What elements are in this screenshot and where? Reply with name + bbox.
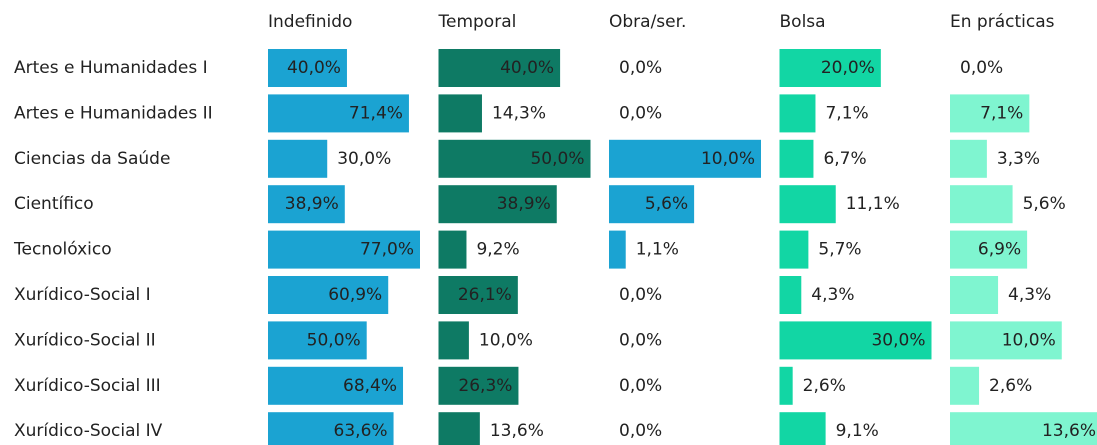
value-label: 26,3% <box>458 376 512 396</box>
value-label: 50,0% <box>530 149 584 169</box>
bar <box>268 185 345 224</box>
value-label: 38,9% <box>497 194 551 214</box>
value-label: 0,0% <box>619 376 662 396</box>
value-label: 9,1% <box>836 421 879 441</box>
column-header: Bolsa <box>780 12 826 32</box>
row-label: Artes e Humanidades II <box>14 103 213 123</box>
bar <box>779 94 816 133</box>
value-label: 13,6% <box>490 421 544 441</box>
value-label: 2,6% <box>989 376 1032 396</box>
row-label: Xurídico-Social IV <box>14 421 163 441</box>
bar <box>268 49 347 87</box>
bar <box>438 139 591 178</box>
bar <box>779 139 814 178</box>
bar <box>950 230 1028 269</box>
value-label: 1,1% <box>636 240 679 260</box>
bar <box>950 94 1030 133</box>
value-label: 30,0% <box>337 149 391 169</box>
bar <box>268 276 389 314</box>
bar <box>779 185 836 224</box>
value-label: 77,0% <box>360 240 414 260</box>
value-label: 40,0% <box>287 58 341 78</box>
bar <box>438 276 518 314</box>
value-label: 7,1% <box>980 103 1023 123</box>
bar <box>950 185 1013 224</box>
value-label: 26,1% <box>458 285 512 305</box>
value-label: 4,3% <box>811 285 854 305</box>
bar <box>779 366 793 405</box>
bar <box>438 185 557 224</box>
value-label: 10,0% <box>701 149 755 169</box>
row-label: Xurídico-Social I <box>14 285 151 305</box>
bar <box>438 230 467 269</box>
value-label: 40,0% <box>500 58 554 78</box>
value-label: 30,0% <box>871 330 925 350</box>
bar <box>438 412 480 445</box>
bar <box>779 276 802 314</box>
value-label: 0,0% <box>619 330 662 350</box>
bar <box>609 230 626 269</box>
bar <box>268 94 409 133</box>
row-label: Xurídico-Social III <box>14 376 161 396</box>
bar <box>609 185 695 224</box>
value-label: 3,3% <box>997 149 1040 169</box>
value-label: 0,0% <box>619 421 662 441</box>
value-label: 6,7% <box>823 149 866 169</box>
value-label: 14,3% <box>492 103 546 123</box>
value-label: 5,7% <box>818 240 861 260</box>
value-label: 13,6% <box>1042 421 1096 441</box>
bar <box>779 321 932 360</box>
column-header: Indefinido <box>268 12 352 32</box>
value-label: 71,4% <box>349 103 403 123</box>
bar <box>268 366 404 405</box>
row-label: Xurídico-Social II <box>14 330 156 350</box>
value-label: 2,6% <box>803 376 846 396</box>
value-label: 7,1% <box>825 103 868 123</box>
bar <box>609 139 761 178</box>
value-label: 0,0% <box>619 103 662 123</box>
value-label: 10,0% <box>1002 330 1056 350</box>
bar <box>438 321 469 360</box>
value-label: 63,6% <box>334 421 388 441</box>
row-label: Ciencias da Saúde <box>14 149 170 169</box>
value-label: 20,0% <box>821 58 875 78</box>
column-header: Temporal <box>438 12 517 32</box>
row-label: Artes e Humanidades I <box>14 58 208 78</box>
bar <box>438 366 519 405</box>
bar <box>779 230 809 269</box>
value-label: 38,9% <box>285 194 339 214</box>
bar <box>950 139 987 178</box>
column-header: En prácticas <box>950 12 1055 32</box>
value-label: 10,0% <box>479 330 533 350</box>
bar <box>438 49 561 87</box>
bar <box>950 366 980 405</box>
bar <box>268 230 420 269</box>
bar <box>268 139 328 178</box>
bar <box>950 321 1062 360</box>
value-label: 11,1% <box>846 194 900 214</box>
value-label: 0,0% <box>960 58 1003 78</box>
row-label: Científico <box>14 194 94 214</box>
value-label: 5,6% <box>1023 194 1066 214</box>
row-label: Tecnolóxico <box>13 240 112 260</box>
value-label: 9,2% <box>476 240 519 260</box>
value-label: 5,6% <box>645 194 688 214</box>
value-label: 68,4% <box>343 376 397 396</box>
value-label: 50,0% <box>307 330 361 350</box>
bar <box>438 94 482 133</box>
bar <box>950 412 1097 445</box>
column-header: Obra/ser. <box>609 12 686 32</box>
value-label: 0,0% <box>619 285 662 305</box>
bar <box>779 412 826 445</box>
value-label: 6,9% <box>978 240 1021 260</box>
bar <box>268 321 367 360</box>
bar <box>779 49 881 87</box>
value-label: 60,9% <box>328 285 382 305</box>
value-label: 4,3% <box>1008 285 1051 305</box>
bar <box>268 412 394 445</box>
bar <box>950 276 999 314</box>
value-label: 0,0% <box>619 58 662 78</box>
